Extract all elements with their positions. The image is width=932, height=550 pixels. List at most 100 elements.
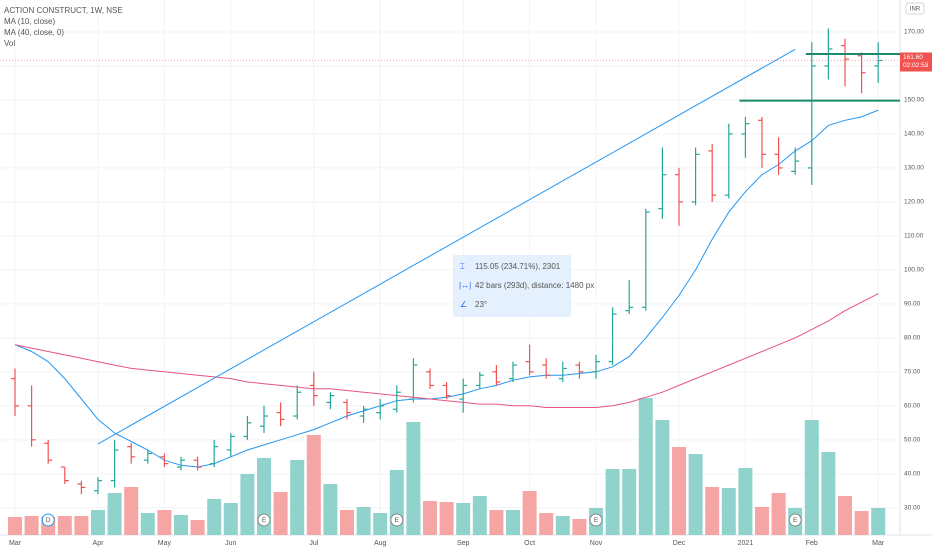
volume-bar [207,499,222,535]
volume-bar [522,491,537,535]
volume-bar [821,452,836,535]
y-tick-label: 80.00 [904,335,921,342]
measure-change: 115.05 (234.71%), 2301 [475,262,561,271]
volume-bar [140,513,155,535]
volume-bar [688,454,703,535]
trend-line [97,48,796,445]
event-marker-label: E [262,517,267,524]
event-marker [41,513,55,527]
y-tick-label: 120.00 [904,199,924,206]
y-tick-label: 70.00 [904,369,921,376]
measure-icon: ⌶ [460,262,465,271]
event-marker-label: E [395,517,400,524]
volume-bar [373,513,388,535]
volume-bar [306,435,321,535]
volume-bar [124,487,139,535]
price-tag-label: 161.60 [903,54,923,61]
volume-bar [406,422,421,535]
y-tick-label: 90.00 [904,301,921,308]
y-tick-label: 170.00 [904,29,924,36]
y-tick-label: 30.00 [904,505,921,512]
event-marker-label: D [46,517,51,524]
volume-bar [223,503,238,535]
volume-bar [91,510,105,535]
y-tick-label: 140.00 [904,131,924,138]
y-tick-label: 110.00 [904,233,924,240]
x-tick-label: Nov [590,540,603,547]
volume-bar [555,516,570,535]
volume-bar [755,507,769,535]
volume-bar [423,501,437,535]
event-marker-label: E [793,517,798,524]
y-tick-label: 60.00 [904,403,921,410]
measure-range: 42 bars (293d), distance: 1480 px [475,281,594,290]
event-marker [257,513,271,527]
x-tick-label: Aug [374,540,387,547]
volume-bar [672,447,686,535]
volume-bar [107,493,122,535]
volume-bar [854,511,869,535]
event-marker [788,513,802,527]
y-tick-label: 130.00 [904,165,924,172]
volume-bar [323,484,338,535]
volume-bar [655,420,670,535]
volume-bar [771,493,786,535]
volume-bar [506,510,520,535]
volume-pane [8,398,886,535]
volume-bar [605,469,620,535]
volume-bar [157,510,172,535]
price-tag [900,52,932,72]
y-tick-label: 50.00 [904,437,921,444]
measure-angle: 23° [475,300,487,309]
volume-bar [24,516,39,535]
currency-badge[interactable] [905,2,925,15]
volume-bar [721,488,736,535]
volume-bar [489,510,504,535]
volume-bar [356,507,371,535]
volume-bar [57,516,72,535]
volume-bar [340,510,354,535]
x-tick-label: May [158,540,172,547]
ma-line [14,293,879,408]
x-tick-label: Sep [457,540,470,547]
x-tick-label: Oct [524,540,535,547]
volume-bar [539,513,554,535]
x-tick-label: Jun [225,540,236,547]
event-marker [390,513,404,527]
volume-bar [622,469,637,535]
volume-bar [190,520,205,535]
price-tag-countdown: 02:02:53 [903,62,929,69]
y-tick-label: 150.00 [904,97,924,104]
volume-bar [8,517,22,535]
x-tick-label: 2021 [738,540,754,547]
volume-bar [240,474,255,535]
chart-title: ACTION CONSTRUCT, 1W, NSE [4,6,123,15]
event-marker-label: E [594,517,599,524]
x-tick-label: Mar [9,540,22,547]
measure-icon: ∠ [460,300,467,309]
x-tick-label: Apr [93,540,105,547]
volume-bar [174,515,188,535]
volume-bar [439,502,454,535]
volume-bar [472,496,487,535]
volume-bar [871,508,886,535]
measure-box [453,255,571,317]
grid [0,0,900,535]
x-tick-label: Mar [872,540,885,547]
volume-bar [638,398,653,535]
volume-bar [273,492,288,535]
volume-bar [572,519,587,535]
y-tick-label: 100.00 [904,267,924,274]
volume-bar [456,503,471,535]
x-tick-label: Jul [309,540,318,547]
y-tick-label: 40.00 [904,471,921,478]
volume-bar [738,468,753,535]
volume-bar [74,516,89,535]
legend-entry: MA (40, close, 0) [4,28,64,37]
volume-bar [804,420,819,535]
legend-entry: Vol [4,39,15,48]
legend-entry: MA (10, close) [4,17,55,26]
x-tick-label: Dec [673,540,686,547]
